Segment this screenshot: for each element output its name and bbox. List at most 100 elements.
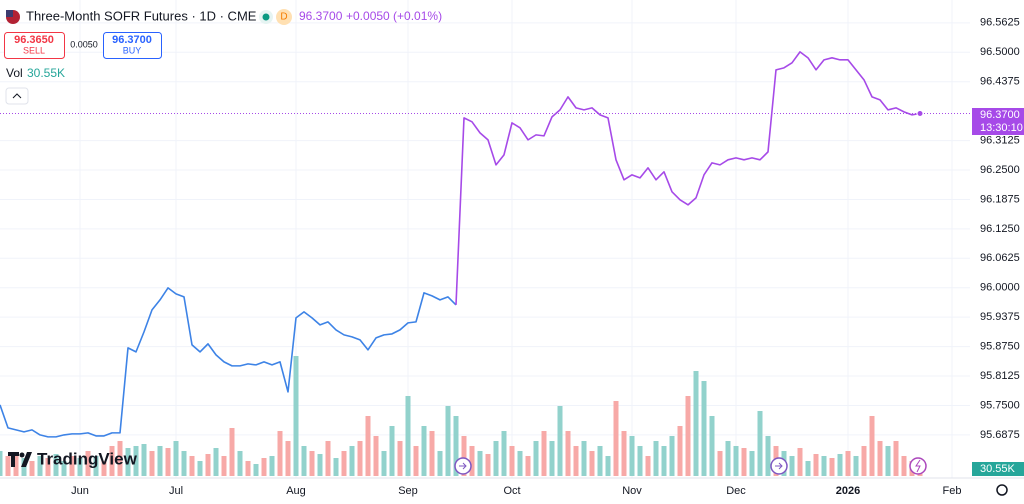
volume-bar xyxy=(645,456,651,476)
volume-bar xyxy=(37,456,43,476)
header-change: +0.0050 (+0.01%) xyxy=(346,9,442,23)
volume-bar xyxy=(637,446,643,476)
x-tick-label: Feb xyxy=(943,485,962,497)
volume-bar xyxy=(685,396,691,476)
logo-icon xyxy=(8,452,32,467)
volume-badge-label: 30.55K xyxy=(980,463,1016,475)
volume-bar xyxy=(805,461,811,476)
volume-bar xyxy=(69,456,75,476)
volume-bar xyxy=(677,426,683,476)
volume-bar xyxy=(373,436,379,476)
price-line xyxy=(0,287,457,438)
collapse-icon xyxy=(12,93,22,99)
delay-badge-text: D xyxy=(280,12,287,23)
volume-bar xyxy=(669,436,675,476)
volume-bar xyxy=(341,451,347,476)
volume-bar xyxy=(869,416,875,476)
volume-bar xyxy=(45,458,51,476)
volume-bar xyxy=(421,426,427,476)
volume-bar xyxy=(93,456,99,476)
volume-bar xyxy=(717,451,723,476)
volume-bar xyxy=(405,396,411,476)
sell-button[interactable] xyxy=(4,32,65,59)
volume-bar xyxy=(53,454,59,476)
volume-bar xyxy=(485,454,491,476)
volume-bar xyxy=(557,406,563,476)
volume-bar xyxy=(189,456,195,476)
volume-bar xyxy=(477,451,483,476)
volume-badge xyxy=(972,462,1024,476)
volume-bar xyxy=(845,451,851,476)
volume-bar xyxy=(901,456,907,476)
volume-bar xyxy=(109,446,115,476)
y-tick-label: 96.4375 xyxy=(980,76,1020,88)
volume-bar xyxy=(261,458,267,476)
last-point xyxy=(916,109,924,117)
volume-bar xyxy=(613,401,619,476)
volume-bar xyxy=(253,464,259,476)
x-tick-label: Aug xyxy=(286,485,306,497)
volume-bar xyxy=(309,451,315,476)
y-tick-label: 96.1875 xyxy=(980,193,1020,205)
volume-bar xyxy=(101,461,107,476)
volume-bar xyxy=(237,451,243,476)
buy-price: 96.3700 xyxy=(112,34,152,46)
delay-badge xyxy=(276,9,292,25)
settings-icon[interactable] xyxy=(996,484,1008,496)
volume-bar xyxy=(525,456,531,476)
volume-bar xyxy=(445,406,451,476)
volume-bar xyxy=(861,446,867,476)
volume-bar xyxy=(0,451,3,476)
last-price-label: 96.3700 xyxy=(980,109,1020,121)
logo-dot xyxy=(19,452,25,458)
buy-button[interactable] xyxy=(103,32,162,59)
volume-bar xyxy=(605,456,611,476)
volume-bar xyxy=(877,441,883,476)
event-glyph xyxy=(459,462,467,470)
volume-bar xyxy=(389,426,395,476)
volume-bar xyxy=(589,451,595,476)
event-icons xyxy=(454,457,927,475)
y-tick-label: 96.5000 xyxy=(980,46,1020,58)
volume-bar xyxy=(181,451,187,476)
volume-bar xyxy=(85,451,91,476)
volume-bar xyxy=(165,448,171,476)
header-price: 96.3700 xyxy=(299,9,343,23)
volume-bar xyxy=(229,428,235,476)
volume-bar xyxy=(813,454,819,476)
volume-bar xyxy=(837,454,843,476)
volume-legend-label: Vol xyxy=(6,66,23,80)
y-tick-label: 95.7500 xyxy=(980,399,1020,411)
y-tick-label: 95.9375 xyxy=(980,311,1020,323)
price-line xyxy=(455,51,921,305)
volume-bar xyxy=(29,461,35,476)
volume-bar xyxy=(757,411,763,476)
volume-bar xyxy=(149,451,155,476)
volume-bar xyxy=(125,448,131,476)
volume-bar xyxy=(349,446,355,476)
volume-bar xyxy=(501,431,507,476)
volume-bar xyxy=(541,431,547,476)
volume-bar xyxy=(325,441,331,476)
volume-bar xyxy=(621,431,627,476)
volume-bar xyxy=(509,446,515,476)
volume-bar xyxy=(357,441,363,476)
symbol-title[interactable]: Three-Month SOFR Futures · 1D · CME xyxy=(26,8,257,23)
x-tick-label: 2026 xyxy=(836,485,860,497)
volume-bar xyxy=(141,444,147,476)
volume-bar xyxy=(365,416,371,476)
y-tick-label: 95.8750 xyxy=(980,341,1020,353)
volume-bar xyxy=(629,436,635,476)
spread: 0.0050 xyxy=(70,39,98,49)
grid xyxy=(0,0,970,478)
volume-bar xyxy=(285,441,291,476)
x-tick-label: Dec xyxy=(726,485,746,497)
volume-bar xyxy=(533,441,539,476)
volume-bar xyxy=(565,431,571,476)
volume-bar xyxy=(277,431,283,476)
volume-bar xyxy=(749,451,755,476)
collapse-button[interactable] xyxy=(5,87,29,105)
volume-bar xyxy=(269,456,275,476)
sell-label: SELL xyxy=(23,45,45,55)
volume-bar xyxy=(461,436,467,476)
